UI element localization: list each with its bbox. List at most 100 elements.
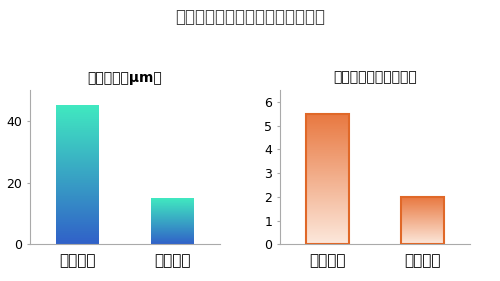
Bar	[401, 205, 444, 206]
Bar	[401, 235, 444, 236]
Bar	[56, 146, 99, 147]
Bar	[401, 211, 444, 212]
Bar	[56, 139, 99, 140]
Bar	[56, 137, 99, 138]
Bar	[306, 132, 349, 133]
Bar	[401, 201, 444, 202]
Bar	[306, 176, 349, 177]
Bar	[401, 202, 444, 203]
Bar	[401, 241, 444, 242]
Title: 損傷デンプン率（％）: 損傷デンプン率（％）	[333, 71, 417, 85]
Bar	[306, 177, 349, 178]
Bar	[401, 236, 444, 237]
Bar	[306, 163, 349, 164]
Bar	[306, 205, 349, 206]
Bar	[306, 223, 349, 224]
Bar	[306, 236, 349, 237]
Bar	[306, 172, 349, 173]
Bar	[401, 197, 444, 244]
Bar	[56, 155, 99, 156]
Bar	[306, 193, 349, 194]
Bar	[56, 241, 99, 242]
Bar	[306, 147, 349, 148]
Bar	[306, 155, 349, 156]
Bar	[56, 214, 99, 215]
Bar	[401, 199, 444, 200]
Bar	[401, 216, 444, 217]
Bar	[306, 151, 349, 152]
Bar	[56, 116, 99, 117]
Bar	[306, 234, 349, 235]
Bar	[401, 198, 444, 199]
Bar	[306, 231, 349, 232]
Bar	[306, 145, 349, 146]
Bar	[56, 179, 99, 180]
Bar	[56, 178, 99, 179]
Bar	[56, 173, 99, 174]
Bar	[306, 162, 349, 163]
Bar	[306, 162, 349, 163]
Bar	[56, 199, 99, 200]
Bar	[401, 221, 444, 222]
Bar	[306, 128, 349, 129]
Bar	[306, 240, 349, 241]
Bar	[306, 130, 349, 131]
Bar	[56, 162, 99, 163]
Bar	[401, 215, 444, 216]
Bar	[306, 130, 349, 131]
Bar	[306, 221, 349, 222]
Bar	[306, 166, 349, 167]
Bar	[56, 229, 99, 230]
Bar	[306, 200, 349, 201]
Bar	[306, 135, 349, 136]
Bar	[401, 238, 444, 239]
Bar	[306, 213, 349, 214]
Bar	[306, 165, 349, 166]
Bar	[306, 168, 349, 169]
Bar	[306, 182, 349, 183]
Bar	[56, 225, 99, 226]
Bar	[56, 174, 99, 175]
Bar	[306, 185, 349, 186]
Bar	[306, 125, 349, 126]
Bar	[306, 199, 349, 200]
Bar	[401, 230, 444, 231]
Bar	[401, 233, 444, 234]
Bar	[401, 224, 444, 225]
Bar	[56, 116, 99, 117]
Bar	[306, 164, 349, 165]
Bar	[56, 198, 99, 199]
Bar	[306, 152, 349, 153]
Bar	[56, 168, 99, 169]
Bar	[56, 157, 99, 158]
Bar	[56, 148, 99, 149]
Bar	[306, 118, 349, 119]
Bar	[56, 240, 99, 241]
Bar	[56, 215, 99, 216]
Bar	[56, 243, 99, 244]
Bar	[306, 233, 349, 234]
Bar	[401, 226, 444, 227]
Bar	[56, 106, 99, 107]
Bar	[401, 240, 444, 241]
Bar	[306, 226, 349, 227]
Bar	[306, 158, 349, 159]
Bar	[306, 230, 349, 231]
Bar	[306, 212, 349, 213]
Bar	[401, 239, 444, 240]
Bar	[56, 124, 99, 125]
Bar	[306, 155, 349, 156]
Bar	[306, 172, 349, 173]
Bar	[306, 144, 349, 145]
Bar	[56, 189, 99, 190]
Bar	[56, 217, 99, 218]
Bar	[401, 220, 444, 221]
Bar	[56, 173, 99, 174]
Bar	[56, 169, 99, 170]
Bar	[401, 219, 444, 220]
Bar	[306, 117, 349, 118]
Bar	[306, 126, 349, 127]
Bar	[56, 153, 99, 154]
Bar	[401, 200, 444, 201]
Bar	[306, 114, 349, 244]
